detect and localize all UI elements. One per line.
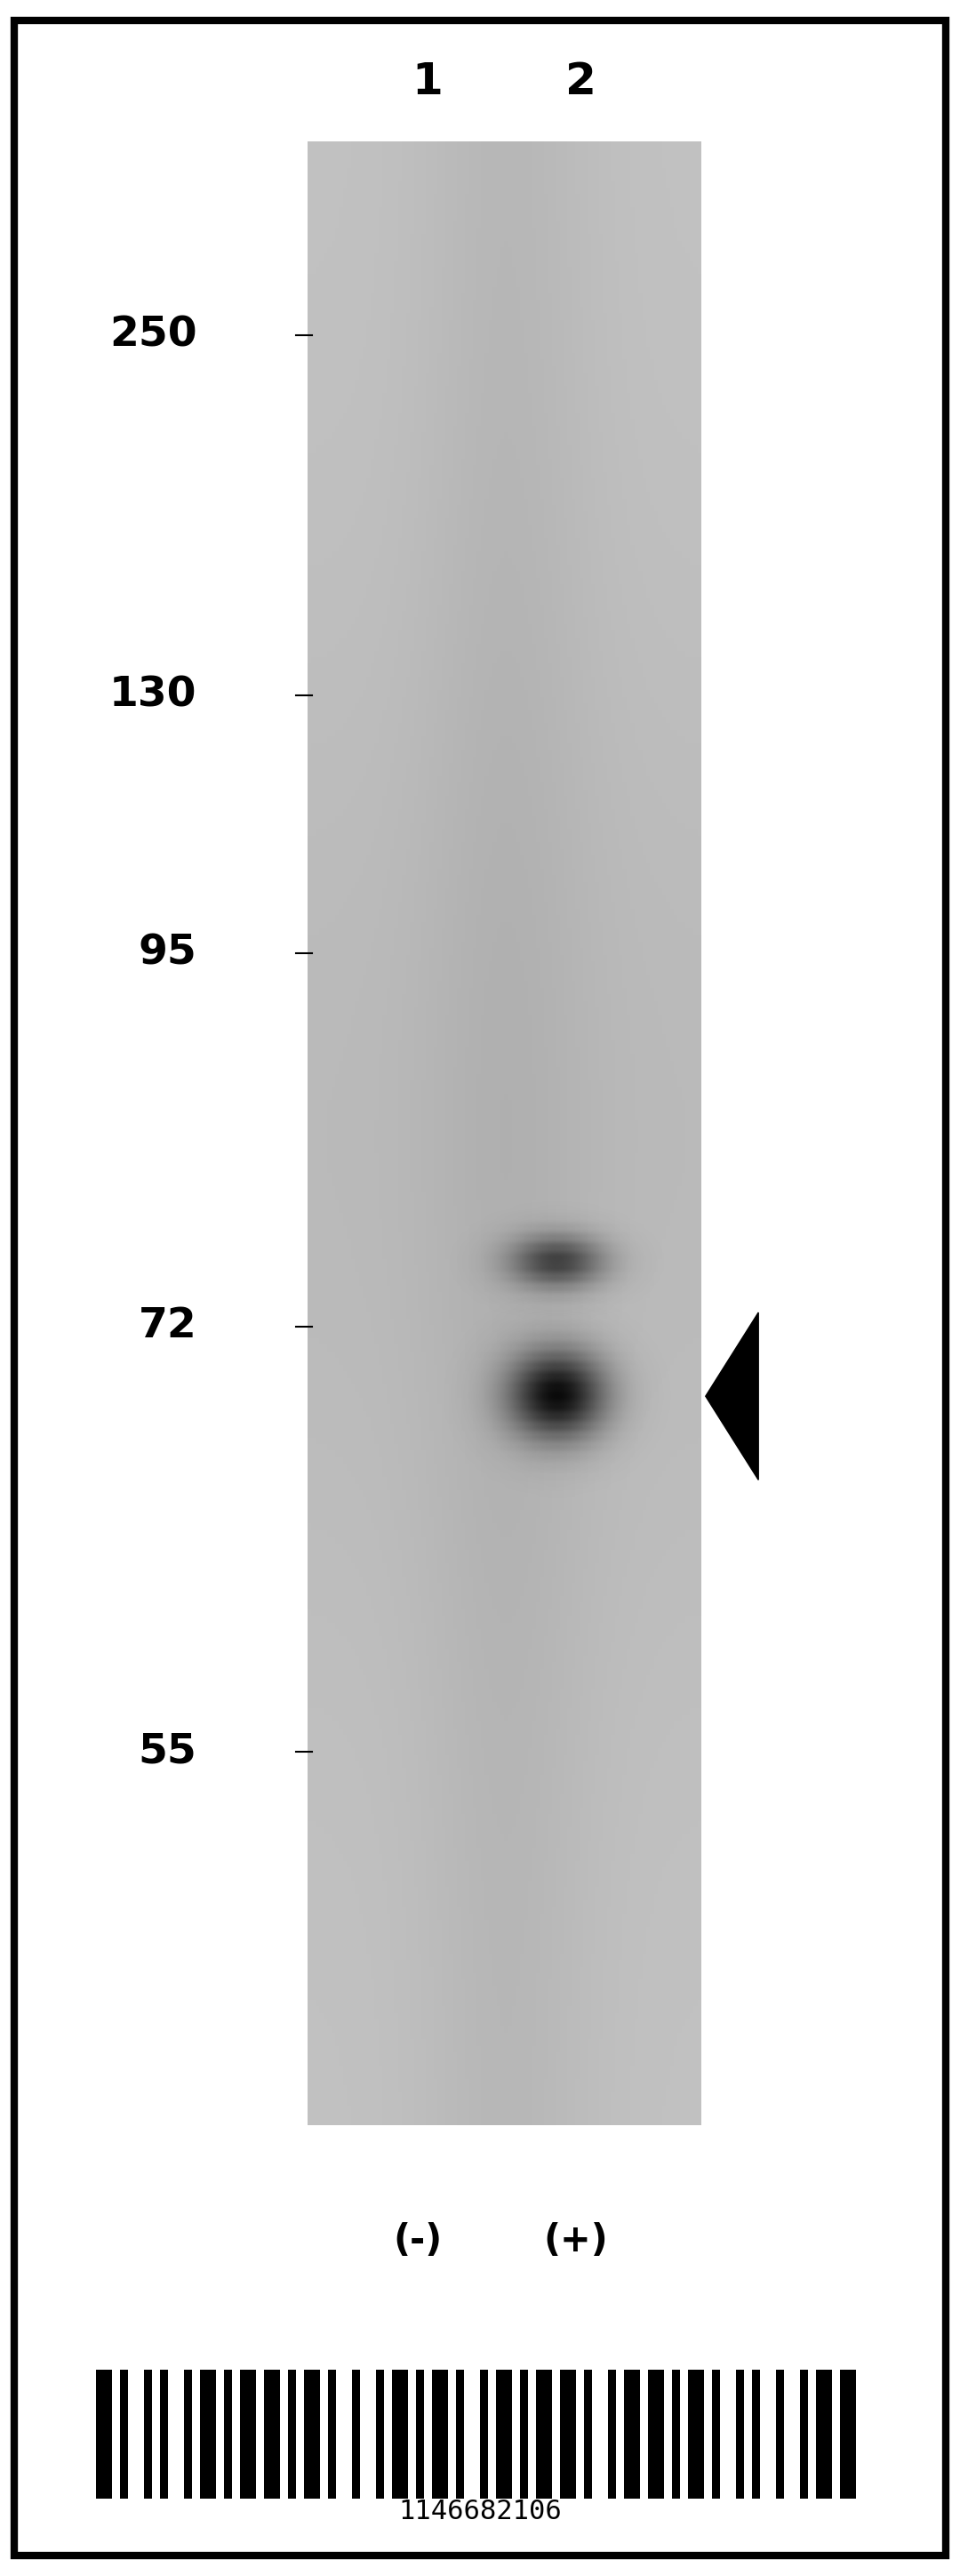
Bar (560, 2370, 576, 2499)
Bar (480, 2370, 488, 2499)
Bar (496, 2370, 512, 2499)
Bar (200, 2370, 216, 2499)
Bar (520, 2370, 528, 2499)
Bar (264, 2370, 280, 2499)
Bar (536, 2370, 552, 2499)
Text: (-): (-) (393, 2223, 443, 2259)
Bar (776, 2370, 784, 2499)
Bar (376, 2370, 384, 2499)
Bar (840, 2370, 856, 2499)
Bar (648, 2370, 664, 2499)
Bar (288, 2370, 296, 2499)
Text: (+): (+) (543, 2223, 609, 2259)
Text: 130: 130 (109, 675, 197, 716)
Bar (184, 2370, 192, 2499)
Bar (224, 2370, 232, 2499)
Text: 250: 250 (109, 314, 197, 355)
Bar (752, 2370, 760, 2499)
Bar (816, 2370, 832, 2499)
Bar (160, 2370, 168, 2499)
Bar (624, 2370, 640, 2499)
Text: 72: 72 (138, 1306, 197, 1347)
Bar (456, 2370, 464, 2499)
Bar (672, 2370, 680, 2499)
Bar (328, 2370, 336, 2499)
Bar (144, 2370, 152, 2499)
Polygon shape (706, 1311, 758, 1479)
Bar (608, 2370, 616, 2499)
Bar (392, 2370, 408, 2499)
Bar (240, 2370, 256, 2499)
Bar (736, 2370, 744, 2499)
Bar (712, 2370, 720, 2499)
Bar (416, 2370, 424, 2499)
Bar (800, 2370, 808, 2499)
Text: 55: 55 (138, 1731, 197, 1772)
Text: 1146682106: 1146682106 (398, 2499, 562, 2524)
Text: 95: 95 (138, 933, 197, 974)
Bar (304, 2370, 320, 2499)
Bar (432, 2370, 448, 2499)
Bar (120, 2370, 128, 2499)
Bar (584, 2370, 592, 2499)
Bar (688, 2370, 704, 2499)
Text: 1: 1 (412, 59, 443, 103)
Text: 2: 2 (565, 59, 596, 103)
Bar (96, 2370, 112, 2499)
Bar (352, 2370, 360, 2499)
